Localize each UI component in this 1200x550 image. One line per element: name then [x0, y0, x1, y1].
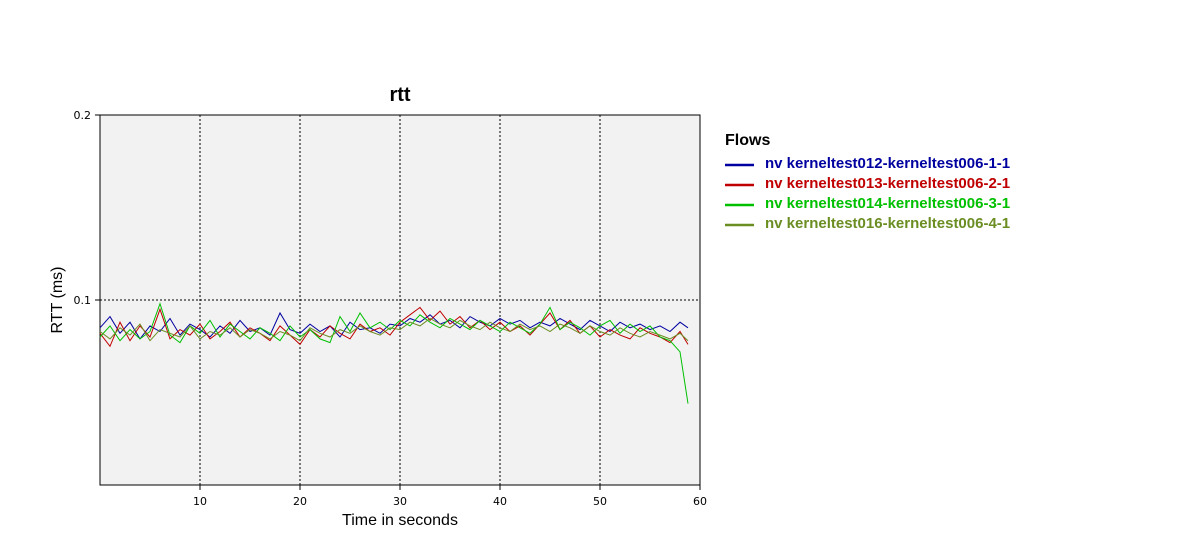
x-tick-label: 60 [693, 495, 707, 508]
x-tick-label: 20 [293, 495, 307, 508]
x-tick-label: 10 [193, 495, 207, 508]
chart-title: rtt [389, 84, 410, 106]
legend-entry-2: nv kerneltest013-kerneltest006-2-1 [765, 175, 1010, 192]
plot-area [99, 114, 701, 486]
x-tick-label: 30 [393, 495, 407, 508]
grid-lines [100, 115, 700, 485]
x-axis-ticks: 10 20 30 40 50 60 [193, 485, 707, 508]
y-tick-label: 0.2 [74, 109, 92, 122]
legend-entry-3: nv kerneltest014-kerneltest006-3-1 [765, 195, 1010, 212]
y-tick-label: 0.1 [74, 294, 92, 307]
x-tick-label: 50 [593, 495, 607, 508]
x-axis-label: Time in seconds [342, 512, 458, 529]
y-axis-ticks: 0.1 0.2 [74, 109, 100, 307]
legend-entry-4: nv kerneltest016-kerneltest006-4-1 [765, 215, 1010, 232]
legend: Flows nv kerneltest012-kerneltest006-1-1… [725, 132, 1010, 232]
legend-title: Flows [725, 132, 770, 149]
y-axis-label: RTT (ms) [49, 267, 66, 334]
series-line-3 [99, 302, 689, 404]
series-line-4 [99, 317, 689, 342]
legend-entry-1: nv kerneltest012-kerneltest006-1-1 [765, 155, 1010, 172]
series-lines [99, 302, 689, 404]
x-tick-label: 40 [493, 495, 507, 508]
